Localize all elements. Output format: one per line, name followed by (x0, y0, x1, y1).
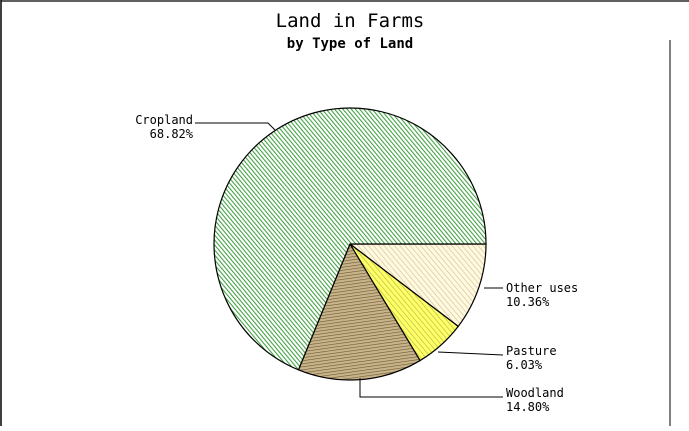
slice-label-cropland: Cropland (135, 113, 193, 127)
pie-slice-other-uses (348, 243, 487, 328)
chart-subtitle: by Type of Land (287, 36, 413, 52)
slice-value-pasture: 6.03% (506, 358, 543, 372)
leader-line-pasture (437, 351, 504, 356)
chart-title: Land in Farms (276, 10, 425, 32)
slice-label-other-uses: Other uses (506, 281, 578, 295)
leader-line-cropland (195, 122, 276, 131)
pie-slices (213, 107, 487, 381)
slice-value-woodland: 14.80% (506, 400, 550, 414)
slice-value-other-uses: 10.36% (506, 295, 550, 309)
slice-label-pasture: Pasture (506, 344, 557, 358)
slice-label-woodland: Woodland (506, 386, 564, 400)
leader-line-woodland (359, 378, 503, 398)
slice-value-cropland: 68.82% (150, 127, 194, 141)
pie-slice-cropland (213, 107, 487, 371)
